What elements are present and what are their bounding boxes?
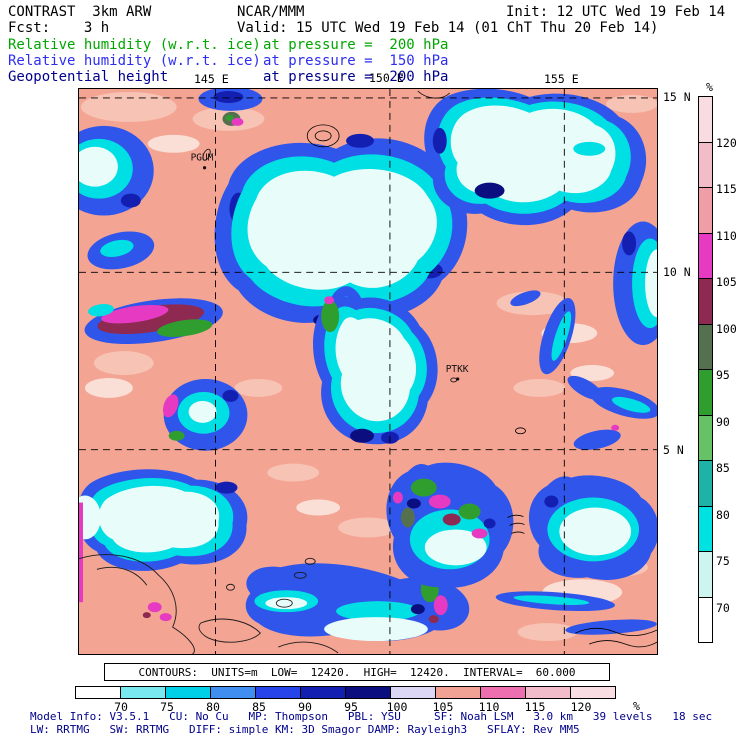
field1-level: at pressure = 200 hPa (263, 37, 449, 53)
colorbar-right-tick: 105 (716, 275, 737, 289)
colorbar-right-tick: 100 (716, 321, 737, 336)
coastlines (79, 148, 458, 654)
colorbar-right-tick: 85 (716, 461, 730, 475)
colorbar-swatch (120, 686, 166, 699)
field1-label: Relative humidity (w.r.t. ice) (8, 37, 261, 53)
colorbar-swatch (698, 278, 713, 325)
colorbar-bottom-unit: % (633, 699, 640, 713)
colorbar-right-tick: 70 (716, 600, 730, 615)
colorbar-right-labels: 120 115 110 105 100 95 90 85 80 75 70 (716, 96, 740, 654)
lon-label-155e: 155 E (544, 72, 579, 86)
colorbar-swatch (525, 686, 571, 699)
colorbar-swatch (698, 323, 713, 370)
colorbar-swatch (480, 686, 526, 699)
model-title: CONTRAST 3km ARW (8, 4, 152, 20)
lat-label-5n: 5 N (663, 443, 684, 457)
station-labels: PGUM PTKK (191, 153, 469, 381)
colorbar-right-unit: % (706, 80, 713, 94)
colorbar-bottom (75, 686, 627, 699)
height-contours (306, 90, 657, 648)
station-marker-ptkk (456, 377, 460, 381)
colorbar-right-tick: 115 (716, 182, 737, 196)
colorbar-swatch (698, 369, 713, 416)
colorbar-bottom-tick: 105 (432, 700, 454, 714)
colorbar-right (698, 96, 713, 654)
model-config-line-1: Model Info: V3.5.1 CU: No Cu MP: Thompso… (30, 710, 713, 723)
station-marker-pgum (202, 166, 207, 170)
colorbar-swatch (435, 686, 481, 699)
colorbar-swatch (698, 551, 713, 598)
colorbar-right-tick: 90 (716, 414, 730, 429)
colorbar-swatch (345, 686, 391, 699)
lon-label-145e: 145 E (194, 72, 229, 86)
colorbar-right-tick: 80 (716, 507, 730, 522)
lon-label-150e: 150 E (369, 71, 404, 85)
field2-level: at pressure = 150 hPa (263, 53, 449, 69)
colorbar-swatch (300, 686, 346, 699)
colorbar-swatch (75, 686, 121, 699)
colorbar-swatch (698, 460, 713, 507)
field2-label: Relative humidity (w.r.t. ice) (8, 53, 261, 69)
colorbar-bottom-tick: 85 (252, 700, 266, 714)
colorbar-right-tick: 110 (716, 228, 737, 243)
colorbar-bottom-tick: 75 (160, 700, 174, 714)
colorbar-swatch (165, 686, 211, 699)
colorbar-swatch (698, 187, 713, 234)
lat-label-15n: 15 N (663, 90, 691, 104)
colorbar-swatch (698, 596, 713, 643)
colorbar-bottom-tick: 80 (206, 700, 220, 714)
colorbar-right-tick: 120 (716, 135, 737, 150)
colorbar-bottom-tick: 95 (344, 700, 358, 714)
valid-time: Valid: 15 UTC Wed 19 Feb 14 (01 ChT Thu … (237, 20, 659, 36)
gridlines (79, 89, 657, 654)
colorbar-swatch (698, 414, 713, 461)
colorbar-swatch (210, 686, 256, 699)
station-label-ptkk: PTKK (446, 364, 469, 375)
colorbar-bottom-labels: 70 75 80 85 90 95 100 105 110 115 120 (75, 700, 655, 714)
field3-level: at pressure = 200 hPa (263, 69, 449, 85)
init-time: Init: 12 UTC Wed 19 Feb 14 (506, 4, 726, 20)
forecast-hour: Fcst: 3 h (8, 20, 110, 36)
colorbar-bottom-tick: 100 (386, 700, 408, 714)
colorbar-swatch (390, 686, 436, 699)
colorbar-right-tick: 75 (716, 554, 730, 568)
colorbar-bottom-tick: 70 (114, 700, 128, 714)
rh-fill-art (79, 89, 657, 654)
model-config-line-2: LW: RRTMG SW: RRTMG DIFF: simple KM: 3D … (30, 723, 580, 736)
colorbar-swatch (698, 505, 713, 552)
colorbar-bottom-tick: 115 (524, 700, 546, 714)
contour-info-box: CONTOURS: UNITS=m LOW= 12420. HIGH= 1242… (104, 663, 610, 681)
colorbar-swatch (255, 686, 301, 699)
lat-label-10n: 10 N (663, 265, 691, 279)
field3-label: Geopotential height (8, 69, 169, 85)
colorbar-right-tick: 95 (716, 368, 730, 382)
map-art: PGUM PTKK (79, 89, 657, 654)
colorbar-swatch (570, 686, 616, 699)
colorbar-bottom-tick: 90 (298, 700, 312, 714)
center-name: NCAR/MMM (237, 4, 305, 20)
colorbar-swatch (698, 141, 713, 188)
colorbar-bottom-tick: 120 (570, 700, 592, 714)
colorbar-swatch (698, 232, 713, 279)
colorbar-bottom-tick: 110 (478, 700, 500, 714)
station-label-pgum: PGUM (191, 153, 214, 164)
colorbar-swatch (698, 96, 713, 143)
map-panel: PGUM PTKK (78, 88, 658, 655)
